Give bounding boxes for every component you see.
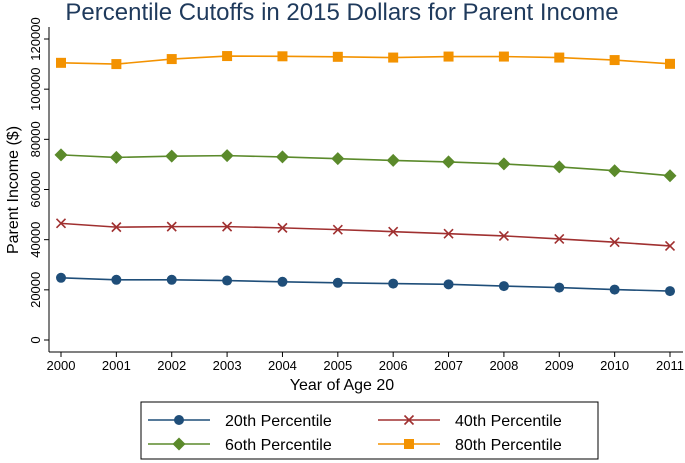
x-tick-label: 2002	[157, 358, 186, 373]
legend-label: 6oth Percentile	[225, 437, 332, 454]
x-tick-label: 2009	[545, 358, 574, 373]
data-point	[552, 160, 566, 174]
y-tick-label: 0	[28, 336, 43, 343]
data-point	[222, 51, 233, 62]
y-tick-label: 80000	[28, 121, 43, 157]
x-tick-label: 2007	[434, 358, 463, 373]
data-point	[443, 51, 454, 62]
data-point	[608, 164, 622, 178]
x-tick-label: 2000	[47, 358, 76, 373]
data-point	[609, 237, 620, 248]
y-tick-label: 120000	[28, 17, 43, 60]
data-point	[275, 150, 289, 164]
data-point	[388, 52, 399, 63]
x-tick-label: 2001	[102, 358, 131, 373]
data-point	[166, 274, 177, 285]
data-point	[443, 279, 454, 290]
series-1	[56, 272, 675, 297]
legend-marker	[404, 439, 414, 449]
data-point	[332, 51, 343, 62]
x-tick-label: 2011	[656, 358, 684, 373]
legend-item: 40th Percentile	[378, 413, 562, 430]
y-axis-label: Parent Income ($)	[5, 126, 22, 254]
series-layer	[54, 51, 677, 297]
data-point	[166, 54, 177, 65]
legend-label: 80th Percentile	[455, 437, 562, 454]
data-point	[277, 51, 288, 62]
legend-label: 40th Percentile	[455, 413, 562, 430]
data-point	[331, 152, 345, 166]
series-3	[54, 148, 677, 183]
data-point	[166, 221, 177, 232]
legend-box	[140, 401, 599, 460]
data-point	[54, 148, 68, 162]
x-axis-label: Year of Age 20	[290, 377, 394, 394]
series-line	[60, 222, 671, 247]
legend-item: 20th Percentile	[148, 413, 332, 430]
data-point	[277, 276, 288, 287]
data-point	[222, 221, 233, 232]
data-point	[277, 222, 288, 233]
data-point	[55, 218, 67, 229]
data-point	[609, 55, 620, 66]
data-point	[332, 277, 343, 288]
data-point	[109, 150, 123, 164]
y-tick-label: 60000	[28, 171, 43, 207]
x-tick-label: 2006	[379, 358, 408, 373]
data-point	[498, 281, 509, 292]
data-point	[554, 52, 565, 63]
legend-item: 80th Percentile	[378, 437, 562, 454]
data-point	[497, 157, 511, 171]
series-line	[60, 154, 671, 177]
data-point	[442, 155, 456, 169]
series-2	[55, 218, 676, 252]
data-point	[498, 230, 509, 241]
data-point	[665, 58, 675, 69]
legend-item: 6oth Percentile	[148, 437, 332, 454]
x-tick-label: 2004	[268, 358, 297, 373]
data-point	[498, 51, 509, 62]
y-axis: 0 20000 40000 60000 80000 100000 120000	[28, 17, 50, 352]
series-line	[60, 55, 671, 65]
data-point	[388, 278, 399, 289]
legend-marker	[403, 414, 415, 426]
data-point	[222, 275, 233, 286]
data-point	[554, 282, 565, 293]
x-tick-label: 2010	[600, 358, 629, 373]
data-point	[443, 228, 454, 239]
y-tick-label: 40000	[28, 222, 43, 258]
data-point	[663, 169, 677, 183]
x-tick-label: 2005	[323, 358, 352, 373]
legend-marker	[172, 437, 186, 451]
data-point	[56, 272, 66, 283]
data-point	[111, 274, 122, 285]
x-tick-label: 2003	[213, 358, 242, 373]
chart-title: Percentile Cutoffs in 2015 Dollars for P…	[65, 0, 618, 26]
data-point	[111, 59, 122, 70]
series-line	[60, 276, 671, 292]
data-point	[386, 153, 400, 167]
data-point	[388, 226, 399, 237]
y-tick-label: 20000	[28, 272, 43, 308]
data-point	[56, 57, 66, 68]
data-point	[554, 233, 565, 244]
data-point	[332, 224, 343, 235]
y-tick-label: 100000	[28, 67, 43, 110]
legend: 20th Percentile 40th Percentile 6oth Perce…	[140, 401, 599, 460]
data-point	[665, 286, 675, 297]
data-point	[220, 149, 234, 163]
x-tick-label: 2008	[489, 358, 518, 373]
data-point	[664, 240, 676, 252]
data-point	[111, 222, 122, 233]
legend-label: 20th Percentile	[225, 413, 332, 430]
legend-marker	[174, 415, 184, 425]
data-point	[609, 284, 620, 295]
x-axis: 2000 2001 2002 2003 2004 2005 2006 2007 2008 2009…	[47, 351, 684, 373]
series-4	[56, 51, 675, 70]
data-point	[165, 149, 179, 163]
